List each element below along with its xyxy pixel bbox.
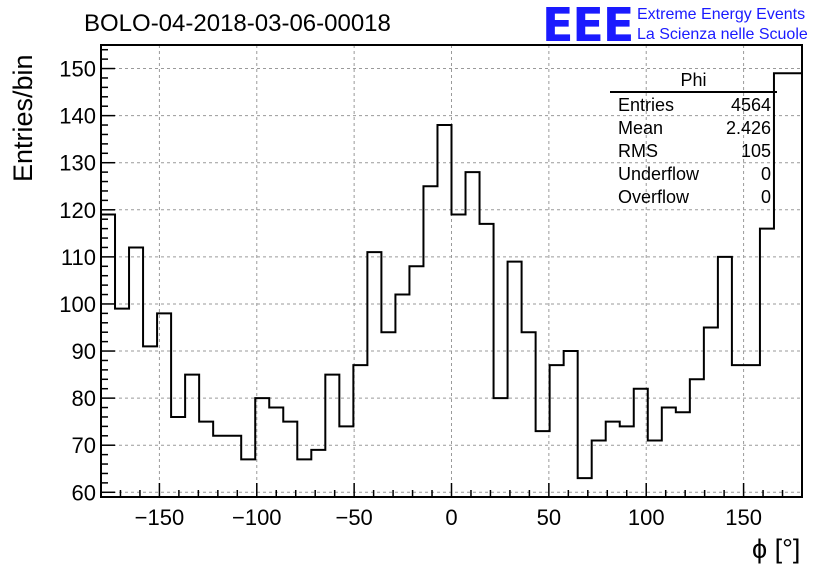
stats-value: 0 (760, 187, 771, 207)
stats-label: Mean (618, 118, 664, 138)
x-tick-label: −100 (232, 505, 282, 530)
y-axis-label: Entries/bin (8, 54, 38, 182)
histogram-line (100, 72, 802, 480)
stats-value: 0 (760, 164, 771, 184)
x-tick-label: −50 (335, 505, 372, 530)
stats-row-rms: RMS 105 (610, 140, 777, 163)
y-tick-label: 70 (72, 433, 96, 458)
stats-row-mean: Mean 2.426 (610, 117, 777, 140)
y-tick-label: 60 (72, 480, 96, 505)
y-tick-label: 80 (72, 386, 96, 411)
stats-value: 4564 (730, 95, 771, 115)
stats-row-entries: Entries 4564 (610, 94, 777, 117)
x-tick-label: 50 (537, 505, 561, 530)
y-tick-label: 110 (61, 245, 96, 270)
stats-box: Phi Entries 4564 Mean 2.426 RMS 105 Unde… (610, 70, 777, 209)
stats-row-overflow: Overflow 0 (610, 186, 777, 209)
stats-row-underflow: Underflow 0 (610, 163, 777, 186)
logo-line-2: La Scienza nelle Scuole (637, 26, 808, 43)
y-tick-label: 140 (59, 104, 96, 129)
stats-value: 105 (740, 141, 771, 161)
stats-label: Entries (618, 95, 675, 115)
stats-label: Underflow (618, 164, 700, 184)
x-tick-label: −150 (135, 505, 185, 530)
stats-title: Phi (610, 70, 777, 93)
x-tick-label: 100 (628, 505, 665, 530)
logo-line-1: Extreme Energy Events (637, 6, 806, 23)
x-tick-label: 150 (725, 505, 762, 530)
x-axis-label: ϕ [°] (752, 534, 801, 564)
eee-logo: EEE (542, 0, 634, 52)
chart-title: BOLO-04-2018-03-06-00018 (84, 10, 391, 37)
y-tick-label: 150 (59, 57, 96, 82)
y-tick-label: 90 (72, 339, 96, 364)
y-tick-label: 130 (59, 151, 96, 176)
x-tick-label: 0 (445, 505, 457, 530)
stats-label: Overflow (618, 187, 690, 207)
stats-value: 2.426 (725, 118, 771, 138)
stats-label: RMS (618, 141, 658, 161)
y-tick-label: 100 (59, 292, 96, 317)
y-tick-label: 120 (59, 198, 96, 223)
